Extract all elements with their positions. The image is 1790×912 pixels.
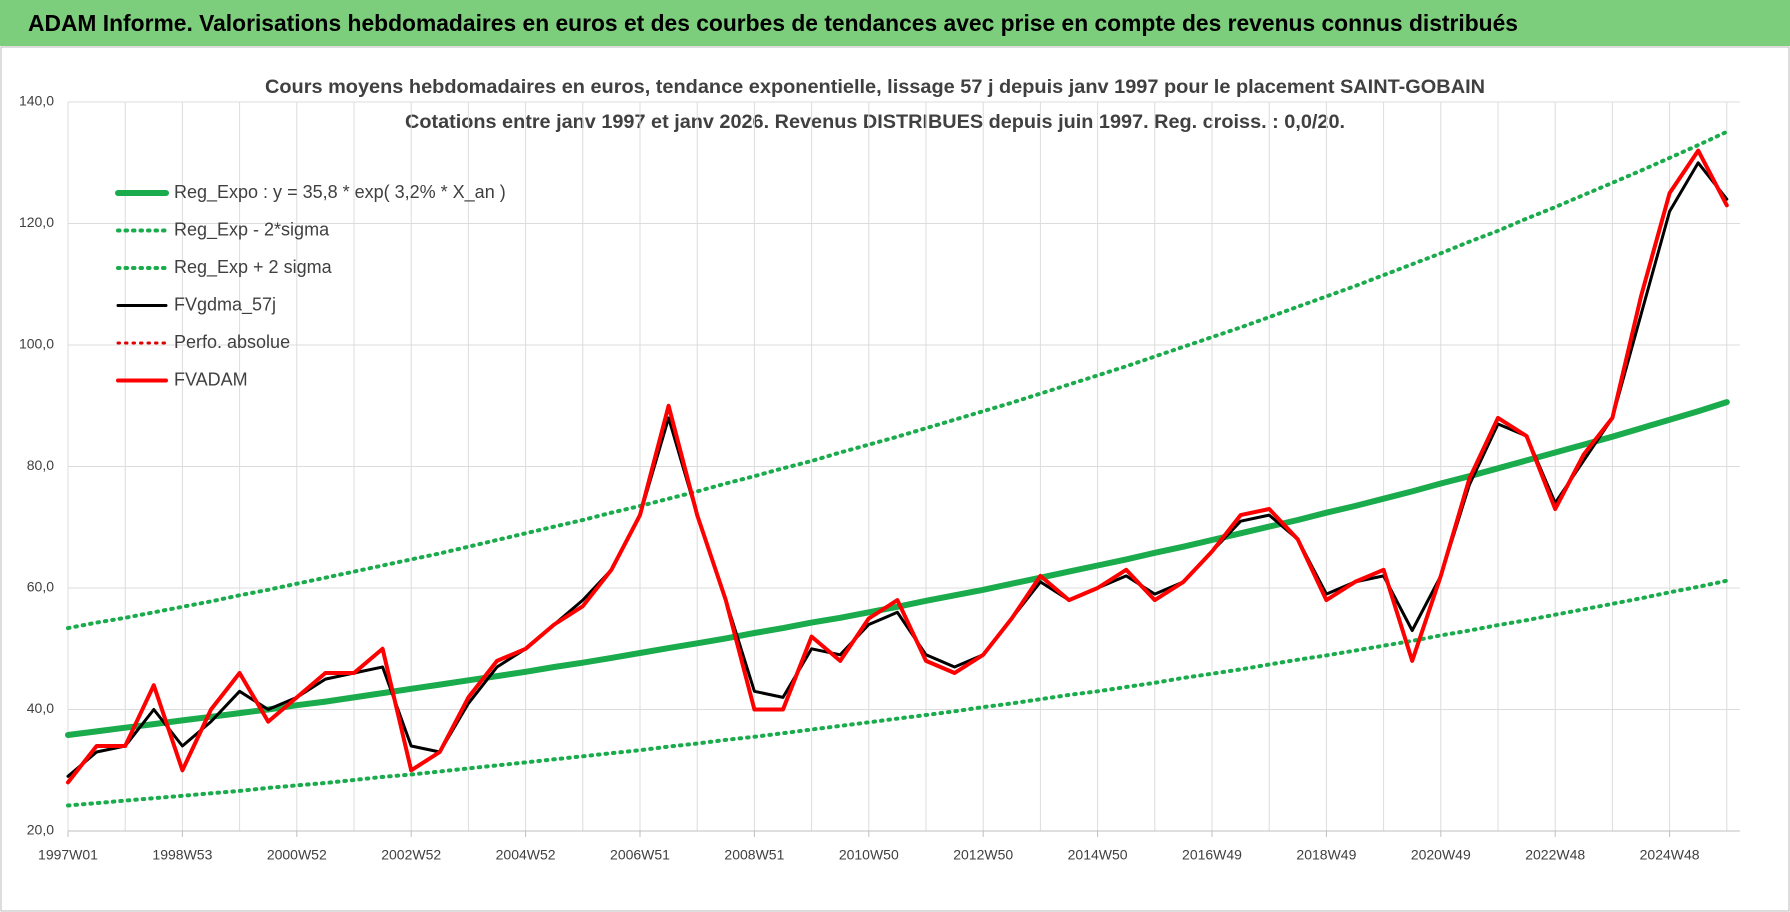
x-tick-label: 2008W51 <box>724 847 784 863</box>
legend-label: Reg_Expo : y = 35,8 * exp( 3,2% * X_an ) <box>174 182 506 203</box>
y-tick-label: 100,0 <box>19 336 54 352</box>
y-tick-label: 140,0 <box>19 93 54 109</box>
x-tick-label: 2010W50 <box>839 847 899 863</box>
x-tick-label: 2020W49 <box>1411 847 1471 863</box>
y-tick-label: 120,0 <box>19 214 54 230</box>
y-tick-label: 80,0 <box>27 457 54 473</box>
y-tick-label: 60,0 <box>27 579 54 595</box>
x-tick-label: 2004W52 <box>496 847 556 863</box>
x-tick-label: 2002W52 <box>381 847 441 863</box>
header-title: ADAM Informe. Valorisations hebdomadaire… <box>28 10 1518 36</box>
chart-subtitle: Cotations entre janv 1997 et janv 2026. … <box>405 112 1345 133</box>
series-line <box>66 578 1729 808</box>
chart-title: Cours moyens hebdomadaires en euros, ten… <box>265 77 1485 98</box>
legend-label: Reg_Exp + 2 sigma <box>174 257 333 278</box>
x-tick-label: 1997W01 <box>38 847 98 863</box>
x-tick-label: 2024W48 <box>1640 847 1700 863</box>
y-tick-label: 20,0 <box>27 822 54 838</box>
x-tick-label: 2012W50 <box>953 847 1013 863</box>
legend-label: Perfo. absolue <box>174 332 290 352</box>
x-tick-label: 2014W50 <box>1068 847 1128 863</box>
series-line <box>66 161 1729 778</box>
series-line <box>65 399 1730 738</box>
y-tick-label: 40,0 <box>27 700 54 716</box>
x-tick-label: 2022W48 <box>1525 847 1585 863</box>
header-bar <box>0 0 1790 46</box>
x-tick-label: 2006W51 <box>610 847 670 863</box>
x-tick-label: 2018W49 <box>1296 847 1356 863</box>
legend-label: FVgdma_57j <box>174 294 276 315</box>
chart-frame <box>0 46 1790 912</box>
series-line <box>66 129 1729 631</box>
x-tick-label: 1998W53 <box>152 847 212 863</box>
series-line <box>66 148 1729 785</box>
legend-label: FVADAM <box>174 369 248 389</box>
x-tick-label: 2000W52 <box>267 847 327 863</box>
x-tick-label: 2016W49 <box>1182 847 1242 863</box>
legend-label: Reg_Exp - 2*sigma <box>174 219 330 240</box>
